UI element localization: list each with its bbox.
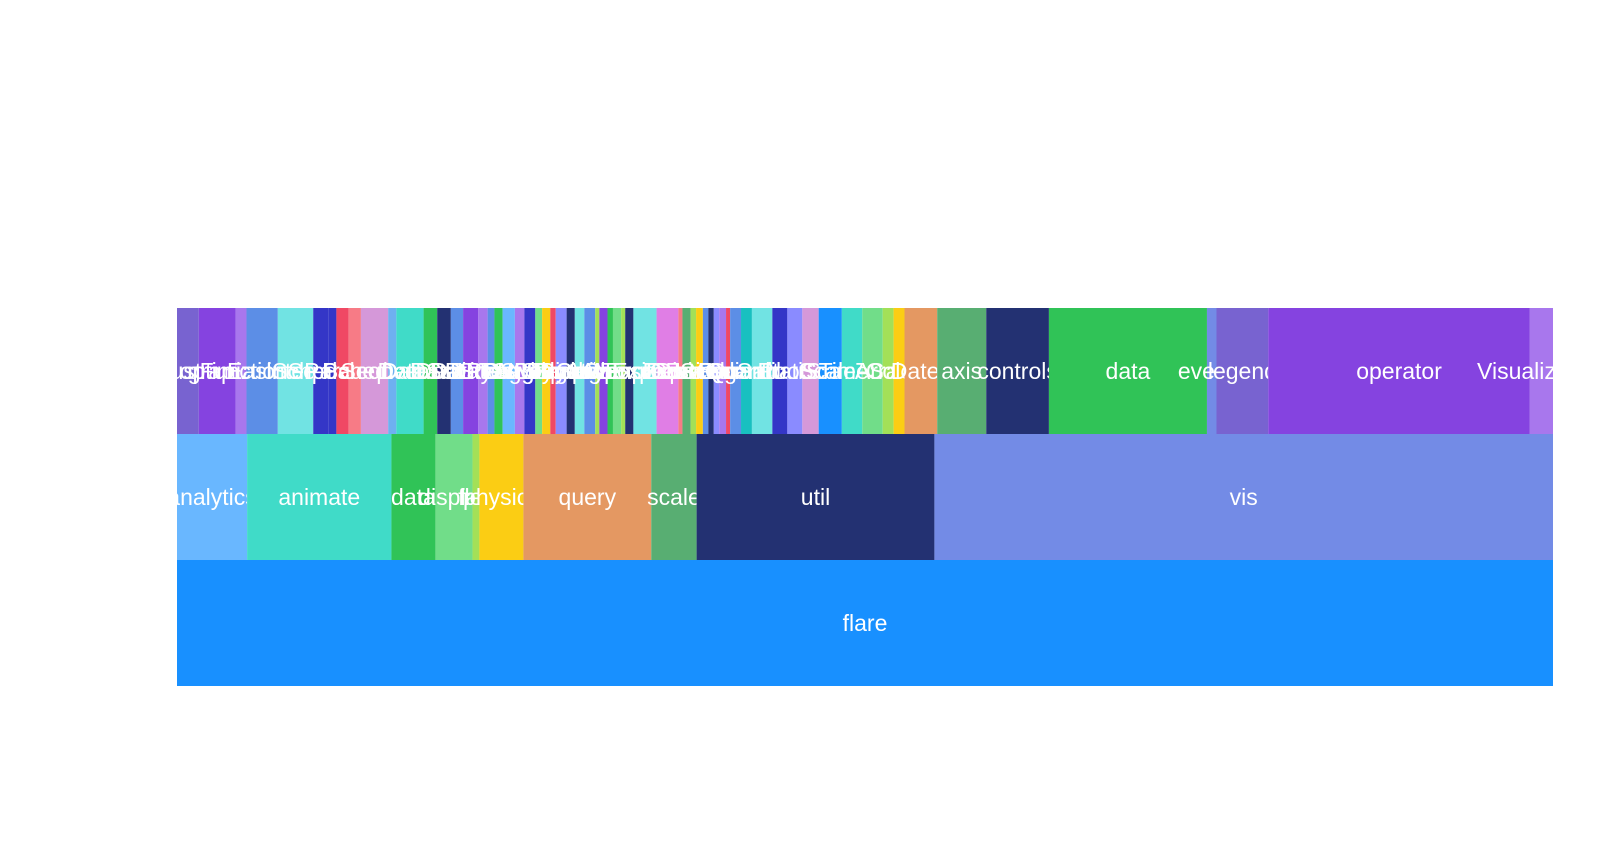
- icicle-cell[interactable]: [524, 308, 536, 434]
- icicle-cell-label: Visualization: [1477, 358, 1600, 384]
- icicle-cell[interactable]: [818, 308, 842, 434]
- icicle-cell[interactable]: [535, 308, 543, 434]
- icicle-cell[interactable]: [423, 308, 438, 434]
- icicle-cell[interactable]: [487, 308, 495, 434]
- icicle-cell-label: data: [391, 484, 436, 510]
- icicle-cell[interactable]: [656, 308, 679, 434]
- icicle-cell[interactable]: [198, 308, 236, 434]
- icicle-cell[interactable]: [726, 308, 731, 434]
- icicle-cell[interactable]: [574, 308, 585, 434]
- icicle-cell-label: axis: [941, 358, 982, 384]
- icicle-cell[interactable]: [246, 308, 278, 434]
- icicle-cell[interactable]: [177, 560, 1553, 686]
- icicle-cell[interactable]: [494, 308, 503, 434]
- icicle-cell[interactable]: [435, 434, 473, 560]
- icicle-cell-label: vis: [1230, 484, 1258, 510]
- icicle-cell[interactable]: [502, 308, 515, 434]
- icicle-cell[interactable]: [612, 308, 622, 434]
- icicle-cell-label: scale: [647, 484, 701, 510]
- icicle-cell[interactable]: [696, 308, 703, 434]
- icicle-cell[interactable]: [463, 308, 479, 434]
- icicle-cell[interactable]: [934, 434, 1553, 560]
- icicle-cell[interactable]: [550, 308, 556, 434]
- icicle-cell[interactable]: [450, 308, 464, 434]
- icicle-cell[interactable]: [751, 308, 773, 434]
- icicle-cell[interactable]: [479, 434, 524, 560]
- icicle-cell[interactable]: [472, 434, 480, 560]
- icicle-cell-label: flare: [843, 610, 888, 636]
- icicle-cell[interactable]: [360, 308, 389, 434]
- icicle-cell[interactable]: [336, 308, 349, 434]
- icicle-cell[interactable]: [584, 308, 596, 434]
- icicle-cell[interactable]: [937, 308, 987, 434]
- icicle-cell[interactable]: [235, 308, 247, 434]
- icicle-cell-label: legend: [1208, 358, 1277, 384]
- icicle-cell[interactable]: [555, 308, 567, 434]
- icicle-cell[interactable]: [719, 308, 727, 434]
- icicle-cell[interactable]: [986, 308, 1049, 434]
- icicle-cell[interactable]: [678, 308, 683, 434]
- icicle-cell[interactable]: [1529, 308, 1553, 434]
- icicle-cell[interactable]: [862, 308, 883, 434]
- icicle-cell[interactable]: [690, 308, 697, 434]
- icicle-cell[interactable]: [841, 308, 863, 434]
- icicle-cell-label: operator: [1356, 358, 1442, 384]
- icicle-cell[interactable]: [682, 308, 691, 434]
- icicle-cell[interactable]: [696, 434, 935, 560]
- icicle-cell[interactable]: [514, 308, 525, 434]
- icicle-cell[interactable]: [882, 308, 894, 434]
- icicle-cell-label: controls: [977, 358, 1058, 384]
- icicle-cell[interactable]: [904, 308, 938, 434]
- icicle-cell[interactable]: [1216, 308, 1269, 434]
- icicle-cell[interactable]: [599, 308, 608, 434]
- icicle-cell[interactable]: [391, 434, 436, 560]
- icicle-cell[interactable]: [437, 308, 451, 434]
- icicle-cell[interactable]: [625, 308, 634, 434]
- icicle-cell[interactable]: [478, 308, 488, 434]
- icicle-cell-label: util: [801, 484, 830, 510]
- icicle-cell-label: query: [559, 484, 617, 510]
- icicle-cell[interactable]: [708, 308, 714, 434]
- icicle-cell[interactable]: [607, 308, 613, 434]
- icicle-cell[interactable]: [787, 308, 803, 434]
- icicle-cell[interactable]: [1206, 308, 1217, 434]
- icicle-cell-label: animate: [278, 484, 360, 510]
- icicle-cell[interactable]: [633, 308, 657, 434]
- icicle-cell[interactable]: [542, 308, 551, 434]
- icicle-cell[interactable]: [177, 434, 248, 560]
- icicle-cell[interactable]: [621, 308, 626, 434]
- icicle-cell[interactable]: [772, 308, 788, 434]
- icicle-cell[interactable]: [523, 434, 652, 560]
- icicle-cell[interactable]: [566, 308, 575, 434]
- icicle-cell[interactable]: [651, 434, 697, 560]
- icicle-cell[interactable]: [396, 308, 424, 434]
- icicle-cell[interactable]: [388, 308, 397, 434]
- icicle-cell[interactable]: [247, 434, 392, 560]
- icicle-cell[interactable]: [328, 308, 337, 434]
- icicle-cell-label: data: [1106, 358, 1151, 384]
- icicle-cell[interactable]: [730, 308, 742, 434]
- icicle-cell[interactable]: [277, 308, 314, 434]
- icicle-cell-label: analytics: [167, 484, 256, 510]
- icicle-cell[interactable]: [1268, 308, 1530, 434]
- icicle-cell[interactable]: [802, 308, 819, 434]
- icicle-cell[interactable]: [595, 308, 600, 434]
- icicle-cell[interactable]: [741, 308, 752, 434]
- icicle-cell[interactable]: [713, 308, 720, 434]
- icicle-cell[interactable]: [1048, 308, 1207, 434]
- icicle-cell[interactable]: [702, 308, 709, 434]
- icicle-cell[interactable]: [893, 308, 905, 434]
- icicle-cell[interactable]: [177, 308, 199, 434]
- icicle-cell[interactable]: [313, 308, 329, 434]
- icicle-cell[interactable]: [348, 308, 361, 434]
